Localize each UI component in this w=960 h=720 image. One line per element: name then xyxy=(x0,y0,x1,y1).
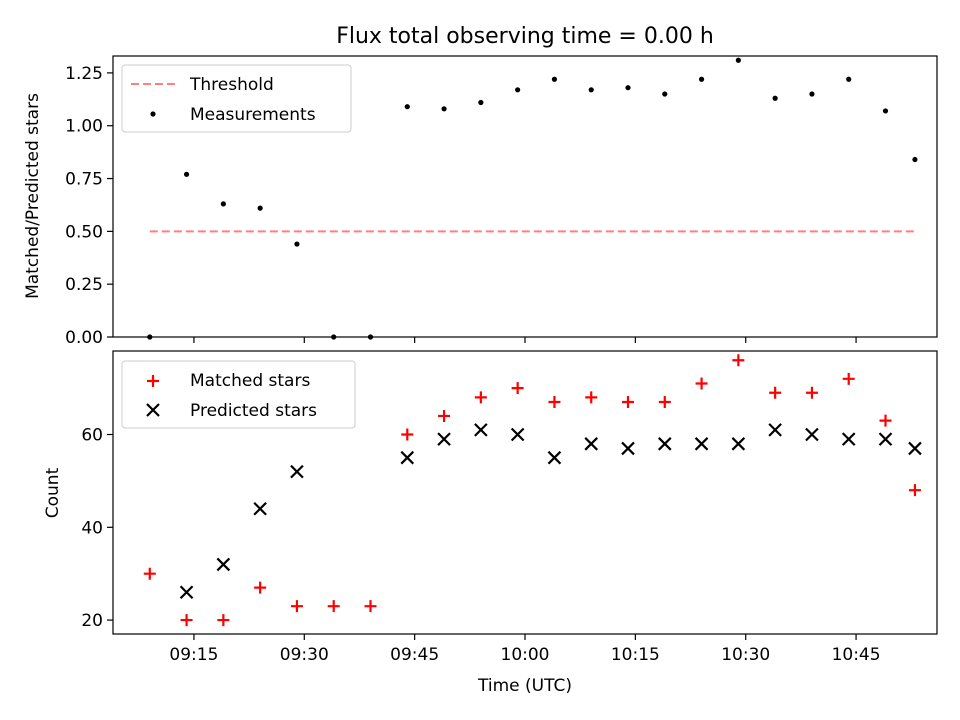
measurement-point xyxy=(809,91,815,97)
predicted-stars-point xyxy=(547,450,562,465)
predicted-stars-point xyxy=(253,501,267,516)
bottom-x-tick-label: 10:45 xyxy=(832,645,881,665)
bottom-x-tick-label: 10:00 xyxy=(501,645,550,665)
matched-stars-point xyxy=(548,396,561,409)
measurement-point xyxy=(772,95,778,101)
top-legend: Threshold Measurements xyxy=(121,64,352,133)
predicted-stars-point xyxy=(584,437,598,451)
measurement-point xyxy=(625,85,631,91)
predicted-stars-point xyxy=(878,432,893,446)
matched-stars-point xyxy=(769,386,782,399)
bottom-legend: Matched stars Predicted stars xyxy=(121,360,356,429)
predicted-stars-point xyxy=(908,441,922,456)
measurements-legend-marker xyxy=(150,111,156,117)
measurement-point xyxy=(441,106,447,112)
top-y-tick-label: 0.50 xyxy=(65,222,103,242)
predicted-stars-point xyxy=(694,437,709,451)
bottom-x-tick-label: 10:30 xyxy=(721,645,770,665)
top-y-tick-label: 0.25 xyxy=(65,275,103,295)
measurement-point xyxy=(183,171,190,177)
predicted-stars-point xyxy=(805,427,819,442)
bottom-x-axis-label: Time (UTC) xyxy=(477,676,572,696)
bottom-x-tick-label: 09:30 xyxy=(280,645,329,665)
measurement-point xyxy=(478,99,484,106)
top-y-axis-label: Matched/Predicted stars xyxy=(23,93,43,299)
top-y-tick-label: 0.75 xyxy=(65,170,103,190)
predicted-stars-point xyxy=(216,557,231,572)
threshold-legend-label: Threshold xyxy=(189,75,274,95)
matched-stars-point xyxy=(732,354,745,367)
top-plot-area: 0.00 0.25 0.50 0.75 1.00 1.25 xyxy=(65,55,938,348)
predicted-stars-point xyxy=(290,464,304,479)
top-y-tick-label: 0.00 xyxy=(65,328,103,348)
bottom-x-tick-label: 09:45 xyxy=(390,645,439,665)
predicted-stars-legend-marker xyxy=(146,403,160,417)
matched-stars-point xyxy=(511,382,524,395)
matched-stars-point xyxy=(585,391,598,404)
predicted-stars-legend-label: Predicted stars xyxy=(190,401,317,421)
predicted-stars-point xyxy=(179,585,194,600)
matched-stars-point xyxy=(290,600,303,613)
matched-stars-point xyxy=(658,396,671,409)
bottom-plot-area: 20 40 60 09:15 09:30 09:45 10:00 10:15 10:30 10:4… xyxy=(81,350,938,665)
bottom-y-tick-label: 40 xyxy=(81,518,103,538)
bottom-y-axis-label: Count xyxy=(43,467,63,518)
matched-stars-legend-marker xyxy=(147,375,159,387)
measurement-point xyxy=(882,108,889,114)
measurement-point xyxy=(551,76,558,82)
matched-stars-point xyxy=(908,484,921,497)
measurement-point xyxy=(735,57,741,63)
matched-stars-point xyxy=(622,396,634,409)
matched-stars-point xyxy=(401,428,414,441)
predicted-stars-point xyxy=(731,437,746,451)
measurement-point xyxy=(257,205,263,211)
bottom-legend-box xyxy=(121,360,356,429)
predicted-stars-point xyxy=(768,423,782,437)
measurement-point xyxy=(698,76,705,82)
measurement-point xyxy=(294,241,300,247)
measurement-point xyxy=(404,104,410,110)
predicted-stars-point xyxy=(658,437,672,451)
top-y-tick-label: 1.00 xyxy=(65,117,103,137)
matched-stars-point xyxy=(327,600,340,613)
matched-stars-point xyxy=(180,614,193,627)
predicted-stars-point xyxy=(474,423,488,437)
predicted-stars-point xyxy=(400,450,415,465)
bottom-x-tick-label: 10:15 xyxy=(611,645,660,665)
matched-stars-point xyxy=(364,600,377,613)
bottom-x-tick-label: 09:15 xyxy=(169,645,218,665)
predicted-stars-point xyxy=(510,427,525,442)
matched-stars-point xyxy=(143,567,156,580)
measurement-point xyxy=(662,91,668,97)
measurement-point xyxy=(515,87,521,93)
measurement-point xyxy=(220,201,226,207)
matched-stars-legend-label: Matched stars xyxy=(190,371,310,391)
measurement-point xyxy=(846,76,852,82)
matched-stars-point xyxy=(842,372,855,385)
predicted-stars-point xyxy=(841,432,856,446)
top-legend-box xyxy=(121,64,352,133)
measurement-point xyxy=(588,87,594,93)
predicted-stars-point xyxy=(437,432,451,446)
measurements-legend-label: Measurements xyxy=(190,105,316,125)
measurement-point xyxy=(912,156,918,163)
predicted-stars-point xyxy=(621,441,635,456)
top-chart-title: Flux total observing time = 0.00 h xyxy=(336,24,714,49)
matched-stars-point xyxy=(474,391,487,404)
matched-stars-point xyxy=(217,614,230,627)
top-y-tick-label: 1.25 xyxy=(65,64,103,84)
matched-stars-point xyxy=(879,414,892,427)
bottom-y-tick-label: 20 xyxy=(81,611,103,631)
matched-stars-point xyxy=(254,581,267,594)
matched-stars-point xyxy=(438,409,451,422)
matched-stars-point xyxy=(695,377,708,390)
bottom-y-tick-label: 60 xyxy=(81,426,103,446)
matched-stars-point xyxy=(805,386,818,399)
